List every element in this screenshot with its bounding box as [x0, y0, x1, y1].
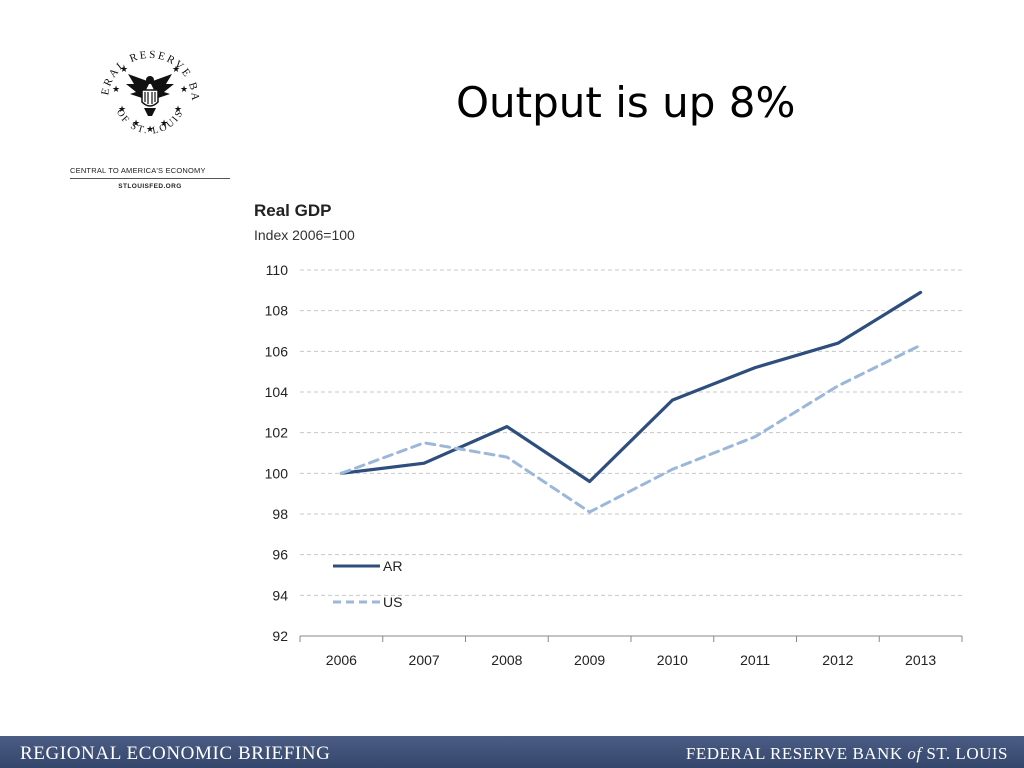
series-line-ar: [339, 290, 923, 484]
svg-text:★: ★: [120, 65, 128, 75]
footer-right-of: of: [907, 744, 922, 763]
svg-text:★: ★: [180, 85, 188, 95]
chart-subtitle: Index 2006=100: [254, 227, 355, 243]
y-tick-label: 92: [272, 628, 288, 644]
svg-text:★: ★: [112, 85, 120, 95]
svg-text:★: ★: [160, 119, 168, 129]
footer-right-text: FEDERAL RESERVE BANK of ST. LOUIS: [686, 744, 1008, 764]
y-tick-label: 104: [265, 384, 289, 400]
x-tick-label: 2007: [409, 652, 440, 668]
y-tick-label: 96: [272, 547, 288, 563]
svg-text:★: ★: [146, 125, 154, 135]
legend-label-us: US: [383, 594, 402, 610]
svg-text:★: ★: [118, 105, 126, 115]
y-tick-label: 102: [265, 425, 289, 441]
svg-text:★: ★: [172, 65, 180, 75]
svg-text:★: ★: [174, 105, 182, 115]
x-tick-label: 2012: [822, 652, 853, 668]
footer-bar: REGIONAL ECONOMIC BRIEFING FEDERAL RESER…: [0, 736, 1024, 768]
y-tick-label: 100: [265, 465, 289, 481]
y-tick-label: 110: [266, 262, 289, 278]
legend-label-ar: AR: [383, 558, 402, 574]
x-tick-label: 2013: [905, 652, 936, 668]
eagle-seal-icon: FEDERAL RESERVE BANK OF ST. LOUIS ★★ ★★ …: [90, 36, 199, 137]
x-tick-label: 2009: [574, 652, 605, 668]
logo-site: STLOUISFED.ORG: [118, 183, 182, 190]
logo-tagline: CENTRAL TO AMERICA'S ECONOMY: [70, 166, 230, 179]
svg-text:★: ★: [132, 119, 140, 129]
footer-right-pre: FEDERAL RESERVE BANK: [685, 744, 908, 763]
footer-right-post: ST. LOUIS: [921, 744, 1008, 763]
x-tick-label: 2010: [657, 652, 688, 668]
x-tick-label: 2008: [491, 652, 522, 668]
x-tick-label: 2011: [740, 652, 770, 668]
footer-left-text: REGIONAL ECONOMIC BRIEFING: [20, 743, 331, 764]
slide-title: Output is up 8%: [456, 78, 796, 127]
x-tick-label: 2006: [326, 652, 357, 668]
y-tick-label: 108: [265, 303, 289, 319]
series-line-us: [339, 343, 923, 514]
y-tick-label: 98: [272, 506, 288, 522]
y-tick-label: 106: [265, 343, 289, 359]
y-tick-label: 94: [272, 587, 288, 603]
line-chart: 92 94 96 98 100 102 104 106 108 110 2006 2007 2008 20…: [265, 262, 963, 668]
chart-title: Real GDP: [254, 201, 332, 220]
